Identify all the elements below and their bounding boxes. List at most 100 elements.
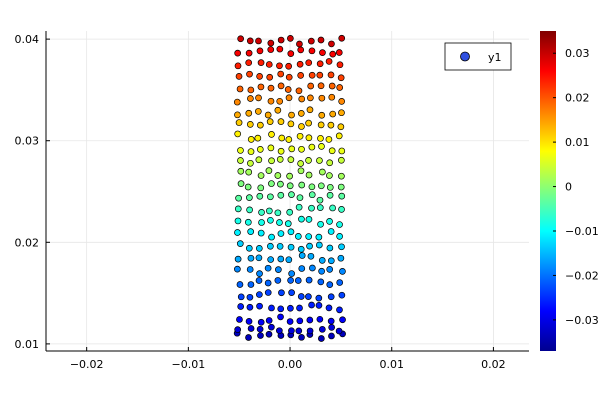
data-point xyxy=(274,106,282,114)
data-point xyxy=(336,306,343,314)
data-point xyxy=(277,147,285,155)
data-point xyxy=(276,45,284,53)
data-point xyxy=(296,60,304,68)
data-point xyxy=(296,132,304,140)
data-point xyxy=(336,221,343,228)
data-point xyxy=(245,318,253,325)
data-point xyxy=(338,172,345,180)
data-point xyxy=(336,61,344,69)
y-tick-label: 0.02 xyxy=(15,236,40,249)
data-point xyxy=(287,35,294,42)
data-point xyxy=(246,37,254,45)
data-point xyxy=(256,291,263,298)
data-point xyxy=(317,121,325,129)
x-tick-label: −0.01 xyxy=(171,358,205,371)
legend-box xyxy=(444,42,512,71)
data-point xyxy=(305,156,312,164)
colorbar-tick-label: −0.02 xyxy=(565,269,599,282)
data-point xyxy=(318,257,326,264)
data-point xyxy=(288,327,295,335)
data-point xyxy=(305,119,312,127)
data-point xyxy=(277,305,285,313)
data-point xyxy=(246,293,254,301)
data-point xyxy=(305,276,313,284)
data-point xyxy=(316,157,323,164)
data-point xyxy=(327,257,335,265)
data-point xyxy=(317,278,325,286)
colorbar: −0.03 −0.02 −0.01 0 0.01 0.02 0.03 xyxy=(540,31,599,351)
data-point xyxy=(295,203,303,211)
x-tick-label: −0.02 xyxy=(70,358,104,371)
data-point xyxy=(234,217,242,225)
data-point xyxy=(277,118,285,125)
data-point xyxy=(234,326,242,333)
data-point xyxy=(267,256,275,263)
data-point xyxy=(337,123,345,131)
data-point xyxy=(297,167,305,175)
data-point xyxy=(277,70,285,78)
data-point xyxy=(277,36,285,44)
x-tick-label: 0.02 xyxy=(481,358,506,371)
data-point xyxy=(338,109,345,117)
data-point xyxy=(336,84,344,91)
data-point xyxy=(287,277,294,284)
data-point xyxy=(277,255,285,263)
data-point xyxy=(287,243,295,251)
data-point xyxy=(297,293,305,300)
data-point xyxy=(245,168,253,176)
data-point xyxy=(286,208,294,216)
data-point xyxy=(285,73,293,81)
data-point xyxy=(296,304,303,312)
data-point xyxy=(257,59,265,66)
data-point xyxy=(328,332,335,340)
data-point xyxy=(234,130,242,138)
data-point xyxy=(274,172,282,179)
data-point xyxy=(286,318,294,325)
data-point xyxy=(257,121,264,129)
data-point xyxy=(247,281,255,288)
data-point xyxy=(327,71,335,79)
data-point xyxy=(319,49,326,56)
data-point xyxy=(276,219,283,226)
data-point xyxy=(298,265,306,272)
data-point xyxy=(326,266,334,273)
data-point xyxy=(245,49,253,57)
data-point xyxy=(298,333,305,341)
data-point xyxy=(237,180,245,188)
data-point xyxy=(247,254,255,262)
data-point xyxy=(284,86,292,93)
data-point xyxy=(295,87,303,95)
data-point xyxy=(296,194,304,202)
data-point xyxy=(315,294,323,302)
data-point xyxy=(325,304,333,312)
data-point xyxy=(247,86,255,94)
data-point xyxy=(257,229,265,237)
data-point xyxy=(255,94,262,102)
data-point xyxy=(309,264,316,272)
data-point xyxy=(235,194,242,202)
data-point xyxy=(338,98,346,105)
data-point xyxy=(254,108,262,115)
data-point xyxy=(338,206,345,213)
data-point xyxy=(267,97,275,105)
data-point xyxy=(294,277,302,284)
data-point xyxy=(234,265,241,273)
data-point xyxy=(326,281,334,288)
data-point xyxy=(267,84,275,92)
data-point xyxy=(298,95,306,103)
data-point xyxy=(327,121,335,129)
data-point xyxy=(265,61,273,68)
data-point xyxy=(308,191,316,199)
data-point xyxy=(255,37,262,45)
data-point xyxy=(306,106,314,114)
colorbar-tick-label: −0.01 xyxy=(565,225,599,238)
data-point xyxy=(297,245,305,253)
data-point xyxy=(297,160,304,167)
data-point xyxy=(276,97,284,105)
legend-marker xyxy=(460,51,470,62)
data-point xyxy=(254,134,262,142)
colorbar-tick-label: −0.03 xyxy=(565,314,599,327)
data-point xyxy=(266,118,274,125)
data-point xyxy=(265,317,273,324)
data-point xyxy=(255,254,263,262)
